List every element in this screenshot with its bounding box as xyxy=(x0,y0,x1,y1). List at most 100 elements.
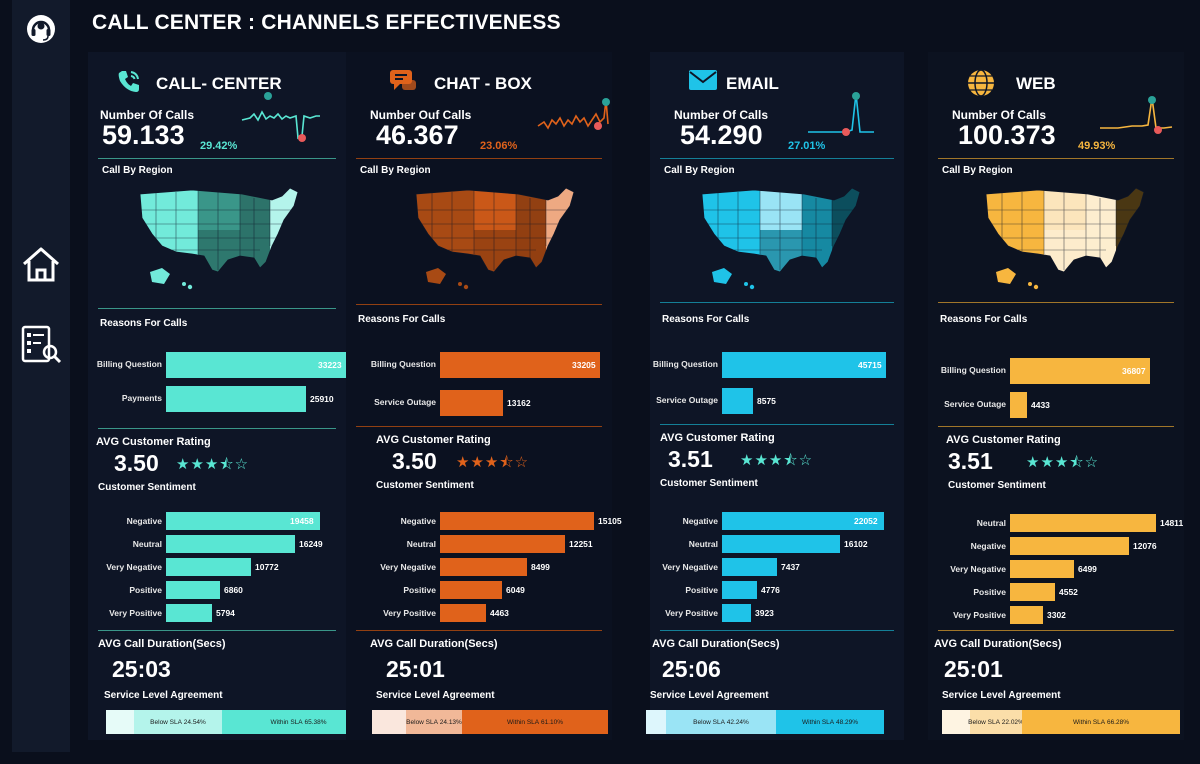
home-icon[interactable] xyxy=(16,243,66,285)
sentiment-row[interactable]: Negative 15105 xyxy=(346,512,622,532)
sentiment-bar[interactable] xyxy=(1010,537,1129,555)
reason-bar[interactable] xyxy=(1010,392,1027,418)
reason-bar[interactable] xyxy=(440,352,600,378)
sla-within-segment[interactable]: Within SLA 61.10% xyxy=(462,710,608,734)
sentiment-bar[interactable] xyxy=(166,535,295,553)
sentiment-row[interactable]: Positive 6049 xyxy=(346,581,612,601)
reason-bar[interactable] xyxy=(722,388,753,414)
sentiment-bar[interactable] xyxy=(722,512,884,530)
sentiment-bar[interactable] xyxy=(166,581,220,599)
sentiment-label: Very Positive xyxy=(665,608,718,618)
sla-below-segment[interactable]: Below SLA 24.13% xyxy=(406,710,462,734)
sentiment-value: 15105 xyxy=(598,516,622,526)
reason-bar[interactable] xyxy=(440,390,503,416)
sentiment-bar[interactable] xyxy=(1010,583,1055,601)
calls-count: 54.290 xyxy=(680,120,763,150)
sentiment-row[interactable]: Neutral 16249 xyxy=(88,535,346,555)
sentiment-label: Neutral xyxy=(976,518,1006,528)
sentiment-bar[interactable] xyxy=(440,604,486,622)
sentiment-row[interactable]: Neutral 12251 xyxy=(346,535,612,555)
sentiment-bar[interactable] xyxy=(166,604,212,622)
sla-bar[interactable]: Below SLA 24.54% Within SLA 65.38% xyxy=(106,710,375,734)
sla-bar[interactable]: Below SLA 24.13% Within SLA 61.10% xyxy=(372,710,608,734)
sentiment-bar[interactable] xyxy=(1010,514,1156,532)
sentiment-bar[interactable] xyxy=(722,535,840,553)
reasons-label: Reasons For Calls xyxy=(358,314,446,325)
reason-row[interactable]: Service Outage 8575 xyxy=(650,388,904,414)
reason-bar[interactable] xyxy=(166,352,346,378)
us-region-map xyxy=(132,184,302,301)
reason-row[interactable]: Service Outage 13162 xyxy=(346,390,612,416)
sentiment-bar[interactable] xyxy=(722,558,777,576)
sentiment-row[interactable]: Very Positive 3302 xyxy=(928,606,1184,626)
report-search-icon[interactable] xyxy=(16,323,66,367)
sentiment-bar[interactable] xyxy=(1010,606,1043,624)
duration-label: AVG Call Duration(Secs) xyxy=(934,638,1062,650)
sla-below-label: Below SLA xyxy=(150,718,182,726)
rating-stars: ★★★⯪☆ xyxy=(1026,452,1099,477)
sentiment-bar[interactable] xyxy=(722,581,757,599)
sentiment-bar[interactable] xyxy=(1010,560,1074,578)
sentiment-row[interactable]: Very Positive 4463 xyxy=(346,604,612,624)
sentiment-bar[interactable] xyxy=(440,512,594,530)
sentiment-row[interactable]: Very Positive 5794 xyxy=(88,604,346,624)
sentiment-bar[interactable] xyxy=(440,535,565,553)
sla-bar[interactable]: Below SLA 22.02% Within SLA 66.28% xyxy=(942,710,1180,734)
reason-bar[interactable] xyxy=(722,352,886,378)
trend-sparkline xyxy=(806,92,876,149)
sentiment-bar[interactable] xyxy=(440,581,502,599)
reason-label: Service Outage xyxy=(374,397,436,407)
sentiment-bar[interactable] xyxy=(722,604,751,622)
sentiment-row[interactable]: Positive 4776 xyxy=(650,581,904,601)
sentiment-row[interactable]: Very Negative 7437 xyxy=(650,558,904,578)
calls-share: 49.93% xyxy=(1078,140,1116,152)
rating-stars: ★★★⯪☆ xyxy=(456,452,529,477)
sla-below-label: Below SLA xyxy=(406,718,438,726)
sla-bar[interactable]: Below SLA 42.24% Within SLA 48.29% xyxy=(646,710,884,734)
sentiment-row[interactable]: Very Negative 10772 xyxy=(88,558,346,578)
sla-below-segment[interactable]: Below SLA 24.54% xyxy=(134,710,222,734)
sentiment-bar[interactable] xyxy=(440,558,527,576)
sla-below-segment[interactable]: Below SLA 22.02% xyxy=(968,710,1024,734)
sentiment-bar[interactable] xyxy=(166,512,320,530)
reason-label: Billing Question xyxy=(652,359,718,369)
reason-bar[interactable] xyxy=(166,386,306,412)
sentiment-row[interactable]: Negative 22052 xyxy=(650,512,904,532)
star-icon: ☆ xyxy=(234,456,250,473)
sentiment-value: 19458 xyxy=(290,516,314,526)
duration-value: 25:06 xyxy=(662,656,721,682)
reason-row[interactable]: Payments 25910 xyxy=(88,386,346,412)
duration-value: 25:01 xyxy=(944,656,1003,682)
reason-value: 45715 xyxy=(858,360,882,370)
sla-within-segment[interactable]: Within SLA 48.29% xyxy=(776,710,884,734)
sentiment-row[interactable]: Negative 12076 xyxy=(928,537,1184,557)
sla-below-segment[interactable]: Below SLA 42.24% xyxy=(666,710,776,734)
reason-bar[interactable] xyxy=(1010,358,1150,384)
reason-row[interactable]: Billing Question 33223 xyxy=(88,352,346,378)
sentiment-row[interactable]: Very Negative 6499 xyxy=(928,560,1184,580)
sentiment-label: Positive xyxy=(685,585,718,595)
sentiment-value: 16249 xyxy=(299,539,323,549)
reason-value: 8575 xyxy=(757,396,776,406)
star-icon: ★ xyxy=(484,454,500,471)
reason-row[interactable]: Service Outage 4433 xyxy=(928,392,1184,418)
sla-within-segment[interactable]: Within SLA 66.28% xyxy=(1022,710,1180,734)
reason-row[interactable]: Billing Question 36807 xyxy=(928,358,1184,384)
sentiment-row[interactable]: Neutral 16102 xyxy=(650,535,904,555)
sentiment-value: 14811 xyxy=(1160,518,1184,528)
sentiment-row[interactable]: Positive 4552 xyxy=(928,583,1184,603)
sentiment-row[interactable]: Negative 19458 xyxy=(88,512,346,532)
sentiment-row[interactable]: Very Negative 8499 xyxy=(346,558,612,578)
sentiment-row[interactable]: Neutral 14811 xyxy=(928,514,1184,534)
region-label: Call By Region xyxy=(664,165,735,176)
sla-label: Service Level Agreement xyxy=(104,690,223,701)
rating-stars: ★★★⯪☆ xyxy=(176,454,249,479)
sentiment-row[interactable]: Very Positive 3923 xyxy=(650,604,904,624)
sentiment-bar[interactable] xyxy=(166,558,251,576)
sentiment-row[interactable]: Positive 6860 xyxy=(88,581,346,601)
reason-row[interactable]: Billing Question 45715 xyxy=(650,352,904,378)
sla-below-value: 22.02% xyxy=(1001,718,1024,726)
reason-row[interactable]: Billing Question 33205 xyxy=(346,352,612,378)
rating-value: 3.50 xyxy=(114,450,159,476)
duration-value: 25:03 xyxy=(112,656,171,682)
